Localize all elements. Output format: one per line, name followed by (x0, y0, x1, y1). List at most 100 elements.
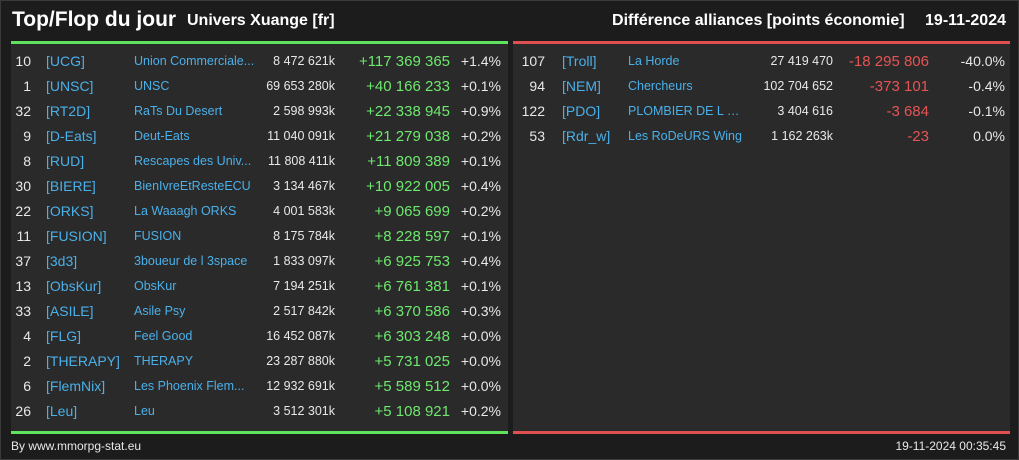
alliance-name-link[interactable]: FUSION (134, 229, 182, 243)
alliance-name-link[interactable]: Rescapes des Univ... (134, 154, 252, 168)
alliance-rank: 33 (15, 303, 31, 319)
alliance-tag-link[interactable]: [NEM] (562, 78, 601, 94)
alliance-rank: 4 (23, 328, 31, 344)
header-info: Différence alliances [points économie] 1… (612, 12, 1006, 30)
alliance-tag-link[interactable]: [UCG] (46, 53, 85, 69)
alliance-points: 11 040 091k (267, 129, 335, 143)
alliance-points: 3 134 467k (273, 179, 335, 193)
alliance-percent: +0.1% (460, 278, 501, 294)
alliance-points: 23 287 880k (266, 354, 335, 368)
alliance-name-link[interactable]: Union Commerciale... (134, 54, 255, 68)
alliance-rank: 22 (15, 203, 31, 219)
alliance-tag-link[interactable]: [FLG] (46, 328, 82, 344)
alliance-name-link[interactable]: Chercheurs (628, 79, 693, 93)
alliance-row: 4 [FLG] Feel Good 16 452 087k +6 303 248 +0.0… (11, 324, 508, 349)
alliance-tag-link[interactable]: [RT2D] (46, 103, 91, 119)
alliance-diff: -23 (907, 128, 929, 145)
alliance-diff: +40 166 233 (366, 78, 450, 95)
alliance-points: 11 808 411k (268, 154, 335, 168)
alliance-rank: 53 (529, 128, 545, 144)
alliance-row: 11 [FUSION] FUSION 8 175 784k +8 228 597 +0.1… (11, 224, 508, 249)
alliance-name-link[interactable]: Feel Good (134, 329, 193, 343)
alliance-points: 3 512 301k (273, 404, 335, 418)
alliance-row: 107 [Troll] La Horde 27 419 470 -18 295 806 -… (513, 49, 1010, 74)
metric-label: Différence alliances [points économie] (612, 12, 905, 29)
alliance-name-link[interactable]: La Waaagh ORKS (134, 204, 237, 218)
alliance-diff: +9 065 699 (374, 203, 451, 220)
alliance-name-link[interactable]: Leu (134, 404, 155, 418)
alliance-rank: 107 (521, 53, 545, 69)
alliance-row: 122 [PDO] PLOMBIER DE L O... 3 404 616 -3 68… (513, 99, 1010, 124)
alliance-points: 3 404 616 (777, 104, 833, 118)
top-alliances-panel: 10 [UCG] Union Commerciale... 8 472 621k +11… (11, 41, 508, 434)
alliance-rank: 10 (15, 53, 31, 69)
alliance-points: 8 472 621k (273, 54, 335, 68)
alliance-diff: +8 228 597 (374, 228, 451, 245)
alliance-row: 32 [RT2D] RaTs Du Desert 2 598 993k +22 338 … (11, 99, 508, 124)
alliance-points: 2 517 842k (273, 304, 335, 318)
alliance-tag-link[interactable]: [RUD] (46, 153, 85, 169)
alliance-tag-link[interactable]: [ASILE] (46, 303, 94, 319)
alliance-points: 8 175 784k (273, 229, 335, 243)
alliance-row: 10 [UCG] Union Commerciale... 8 472 621k +11… (11, 49, 508, 74)
alliance-rank: 37 (15, 253, 31, 269)
alliance-percent: +0.4% (460, 178, 501, 194)
header-date: 19-11-2024 (925, 12, 1006, 29)
footer-credit[interactable]: By www.mmorpg-stat.eu (11, 439, 142, 453)
alliance-tag-link[interactable]: [PDO] (562, 103, 601, 119)
alliance-name-link[interactable]: RaTs Du Desert (134, 104, 223, 118)
alliance-name-link[interactable]: PLOMBIER DE L O... (628, 104, 744, 118)
alliance-row: 94 [NEM] Chercheurs 102 704 652 -373 101 -0.4… (513, 74, 1010, 99)
alliance-tag-link[interactable]: [ORKS] (46, 203, 94, 219)
alliance-points: 102 704 652 (763, 79, 833, 93)
alliance-name-link[interactable]: Les RoDeURS Wing (628, 129, 742, 143)
alliance-tag-link[interactable]: [BIERE] (46, 178, 96, 194)
alliance-tag-link[interactable]: [ObsKur] (46, 278, 102, 294)
alliance-tag-link[interactable]: [FUSION] (46, 228, 107, 244)
alliance-row: 6 [FlemNix] Les Phoenix Flem... 12 932 691k… (11, 374, 508, 399)
alliance-name-link[interactable]: Les Phoenix Flem... (134, 379, 245, 393)
alliance-name-link[interactable]: 3boueur de l 3space (134, 254, 248, 268)
alliance-name-link[interactable]: BienIvreEtResteECU (134, 179, 251, 193)
alliance-tag-link[interactable]: [Troll] (562, 53, 597, 69)
alliance-percent: +0.2% (460, 403, 501, 419)
alliance-diff: +10 922 005 (366, 178, 450, 195)
alliance-percent: -40.0% (960, 53, 1005, 69)
alliance-points: 1 833 097k (273, 254, 335, 268)
alliance-rank: 94 (529, 78, 545, 94)
alliance-tag-link[interactable]: [Leu] (46, 403, 78, 419)
alliance-percent: +0.0% (460, 353, 501, 369)
alliance-tag-link[interactable]: [3d3] (46, 253, 78, 269)
alliance-rank: 32 (15, 103, 31, 119)
alliance-name-link[interactable]: THERAPY (134, 354, 194, 368)
alliance-percent: +0.1% (460, 153, 501, 169)
alliance-tag-link[interactable]: [UNSC] (46, 78, 94, 94)
alliance-row: 8 [RUD] Rescapes des Univ... 11 808 411k +11… (11, 149, 508, 174)
alliance-percent: -0.4% (968, 78, 1005, 94)
alliance-rank: 2 (23, 353, 31, 369)
alliance-points: 27 419 470 (770, 54, 833, 68)
alliance-diff: +21 279 038 (366, 128, 450, 145)
alliance-name-link[interactable]: Deut-Eats (134, 129, 190, 143)
alliance-tag-link[interactable]: [FlemNix] (46, 378, 106, 394)
alliance-diff: +5 108 921 (374, 403, 451, 420)
alliance-name-link[interactable]: Asile Psy (134, 304, 186, 318)
alliance-percent: +0.0% (460, 378, 501, 394)
alliance-name-link[interactable]: La Horde (628, 54, 680, 68)
alliance-name-link[interactable]: ObsKur (134, 279, 177, 293)
alliance-percent: +0.4% (460, 253, 501, 269)
alliance-row: 13 [ObsKur] ObsKur 7 194 251k +6 761 381 +0.1… (11, 274, 508, 299)
alliance-row: 30 [BIERE] BienIvreEtResteECU 3 134 467k +10… (11, 174, 508, 199)
alliance-diff: +117 369 365 (358, 53, 450, 70)
alliance-row: 53 [Rdr_w] Les RoDeURS Wing 1 162 263k -23 0.… (513, 124, 1010, 149)
alliance-tag-link[interactable]: [Rdr_w] (562, 128, 611, 144)
alliance-tag-link[interactable]: [D-Eats] (46, 128, 97, 144)
alliance-diff: -18 295 806 (848, 53, 929, 70)
alliance-points: 1 162 263k (771, 129, 833, 143)
alliance-name-link[interactable]: UNSC (134, 79, 170, 93)
alliance-tag-link[interactable]: [THERAPY] (46, 353, 120, 369)
alliance-percent: 0.0% (973, 128, 1005, 144)
alliance-rank: 30 (15, 178, 31, 194)
alliance-percent: +0.0% (460, 328, 501, 344)
universe-label: Univers Xuange [fr] (187, 12, 335, 29)
